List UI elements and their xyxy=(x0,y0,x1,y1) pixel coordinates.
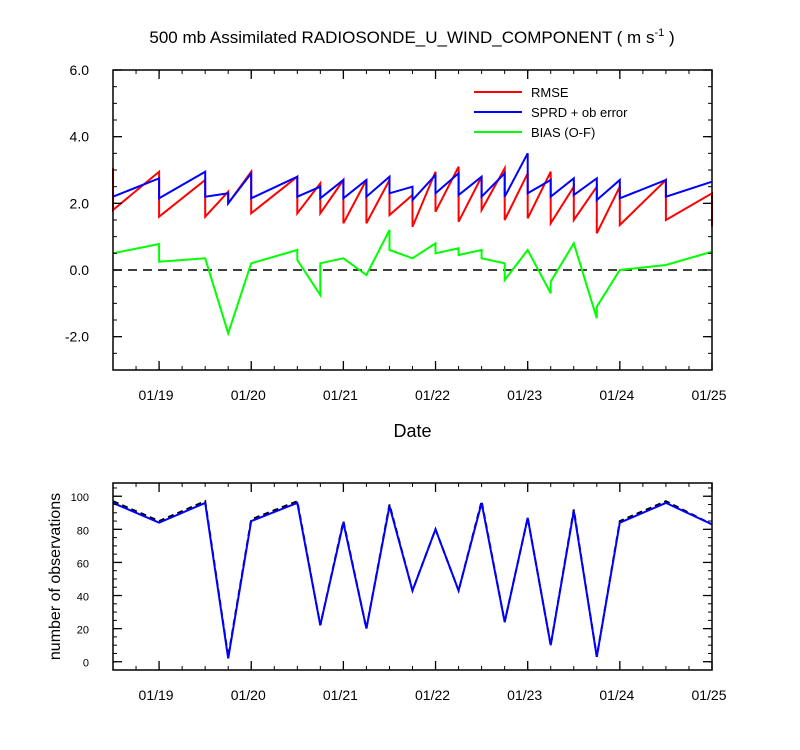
legend-label: BIAS (O-F) xyxy=(531,125,595,140)
top-y-tick-label: 0.0 xyxy=(70,262,90,278)
top-x-tick-label: 01/25 xyxy=(691,387,726,403)
top-series-line-bias-o-f xyxy=(112,229,713,337)
bottom-x-tick-label: 01/22 xyxy=(415,687,450,703)
top-series-group xyxy=(112,152,713,337)
top-axis-ticks: 01/19 01/20 01/21 01/22 01/23 01/24 01/25 -2.0 0… xyxy=(65,62,727,403)
bottom-x-tick-label: 01/19 xyxy=(139,687,174,703)
bottom-series-group xyxy=(112,499,713,659)
bottom-y-tick-label: 80 xyxy=(77,525,89,537)
chart-title-end: ) xyxy=(664,28,674,47)
bottom-x-tick-label: 01/24 xyxy=(599,687,634,703)
top-series-line-sprd-ob-error xyxy=(112,152,713,207)
chart-title-superscript: -1 xyxy=(654,27,664,39)
bottom-y-tick-label: 60 xyxy=(77,558,89,570)
top-y-tick-label: -2.0 xyxy=(65,329,89,345)
bottom-x-tick-label: 01/21 xyxy=(323,687,358,703)
bottom-x-tick-label: 01/23 xyxy=(507,687,542,703)
bottom-series-line-observations-used xyxy=(112,501,713,659)
chart-title-text: 500 mb Assimilated RADIOSONDE_U_WIND_COM… xyxy=(149,28,654,47)
bottom-plot-frame xyxy=(112,482,713,671)
legend: RMSE SPRD + ob error BIAS (O-F) xyxy=(474,85,628,140)
top-x-tick-label: 01/19 xyxy=(139,387,174,403)
bottom-y-tick-label: 0 xyxy=(83,658,89,670)
bottom-y-tick-label: 40 xyxy=(77,592,89,604)
y-axis-label: number of observations xyxy=(47,493,64,660)
top-x-tick-label: 01/20 xyxy=(231,387,266,403)
legend-label: RMSE xyxy=(531,85,569,100)
top-x-tick-label: 01/24 xyxy=(599,387,634,403)
bottom-y-tick-label: 100 xyxy=(71,492,89,504)
legend-label: SPRD + ob error xyxy=(531,105,628,120)
bottom-axis-ticks: 01/19 01/20 01/21 01/22 01/23 01/24 01/25 0 20 40… xyxy=(71,483,727,703)
bottom-x-tick-label: 01/25 xyxy=(691,687,726,703)
bottom-series-line-observations-possible xyxy=(112,499,713,657)
bottom-y-tick-label: 20 xyxy=(77,625,89,637)
top-y-tick-label: 6.0 xyxy=(70,62,90,78)
top-panel: 01/19 01/20 01/21 01/22 01/23 01/24 01/25 -2.0 0… xyxy=(65,62,727,441)
top-x-tick-label: 01/23 xyxy=(507,387,542,403)
x-axis-label: Date xyxy=(393,421,431,441)
top-x-tick-label: 01/22 xyxy=(415,387,450,403)
top-y-tick-label: 2.0 xyxy=(70,195,90,211)
bottom-x-tick-label: 01/20 xyxy=(231,687,266,703)
bottom-panel: 01/19 01/20 01/21 01/22 01/23 01/24 01/25 0 20 40… xyxy=(47,482,727,703)
top-y-tick-label: 4.0 xyxy=(70,129,90,145)
chart-title: 500 mb Assimilated RADIOSONDE_U_WIND_COM… xyxy=(149,27,674,47)
top-x-tick-label: 01/21 xyxy=(323,387,358,403)
